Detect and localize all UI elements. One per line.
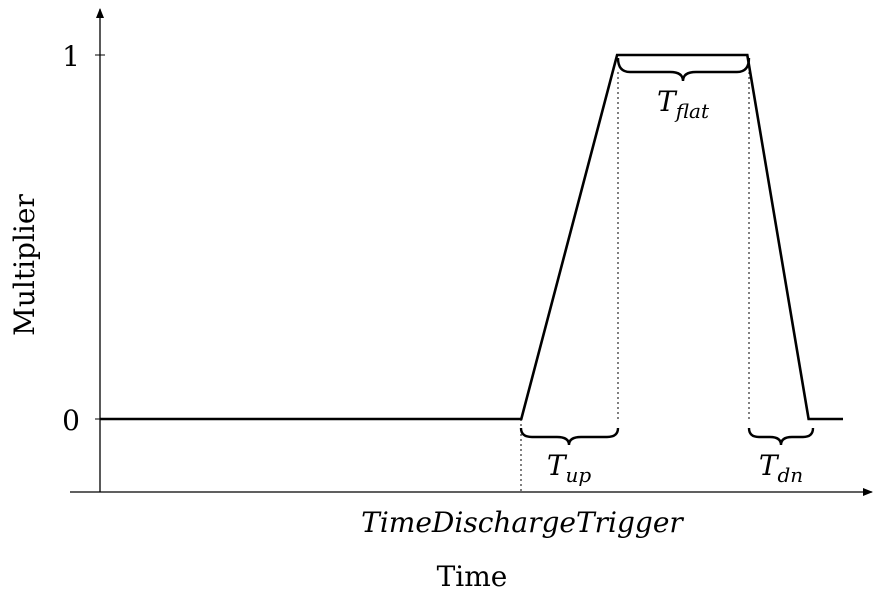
brace-t-flat	[616, 57, 751, 82]
brace-t-dn	[747, 427, 815, 446]
y-axis-title: Multiplier	[8, 194, 41, 336]
multiplier-series-line	[100, 53, 843, 421]
t-flat-label: Tflat	[657, 85, 710, 123]
brace-t-up	[519, 427, 620, 446]
x-axis-title: Time	[437, 560, 508, 593]
trigger-marker-label: TimeDischargeTrigger	[361, 506, 684, 539]
t-up-label: Tup	[547, 449, 592, 487]
y-tick-label-1: 1	[62, 40, 80, 73]
y-tick-label-0: 0	[62, 404, 80, 437]
t-dn-label: Tdn	[759, 449, 803, 487]
